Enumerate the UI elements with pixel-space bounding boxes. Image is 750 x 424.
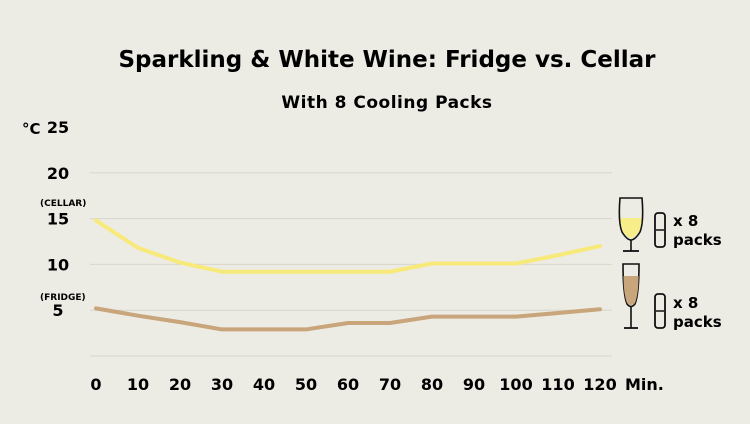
fridge-series-line xyxy=(94,306,602,332)
x-tick-label: 30 xyxy=(211,375,233,394)
cellar-packs-label: packs xyxy=(673,231,722,249)
series-lines xyxy=(94,218,602,332)
y-tick-label: 10 xyxy=(47,255,69,274)
cooling-pack-icon xyxy=(654,212,666,248)
y-axis-unit: °C xyxy=(22,120,41,138)
x-tick-label: 20 xyxy=(169,375,191,394)
y-tick-label: 20 xyxy=(47,164,69,183)
x-tick-label: 40 xyxy=(253,375,275,394)
x-axis-ticks: 0 10 20 30 40 50 60 70 80 90 100 110 120 xyxy=(90,375,616,394)
sparkling-wine-flute-icon xyxy=(622,263,640,329)
x-tick-label: 70 xyxy=(379,375,401,394)
y-tick-label: 5 xyxy=(52,301,63,320)
cellar-packs-count: x 8 xyxy=(673,212,698,230)
cooling-pack-icon xyxy=(654,293,666,329)
x-tick-label: 0 xyxy=(90,375,101,394)
y-axis-ticks: 5 10 15 20 25 xyxy=(47,118,69,320)
white-wine-glass-icon xyxy=(618,197,644,252)
x-tick-label: 120 xyxy=(583,375,616,394)
x-tick-label: 60 xyxy=(337,375,359,394)
x-tick-label: 80 xyxy=(421,375,443,394)
x-tick-label: 100 xyxy=(499,375,532,394)
fridge-packs-count: x 8 xyxy=(673,294,698,312)
cellar-series-line xyxy=(94,218,602,274)
fridge-packs-label: packs xyxy=(673,313,722,331)
x-axis-unit: Min. xyxy=(625,375,664,394)
fridge-annotation: (FRIDGE) xyxy=(40,293,86,303)
chart-title: Sparkling & White Wine: Fridge vs. Cella… xyxy=(118,47,656,73)
y-tick-label: 15 xyxy=(47,210,69,229)
x-tick-label: 110 xyxy=(541,375,574,394)
chart-subtitle: With 8 Cooling Packs xyxy=(281,93,492,113)
x-tick-label: 50 xyxy=(295,375,317,394)
x-tick-label: 90 xyxy=(463,375,485,394)
x-tick-label: 10 xyxy=(127,375,149,394)
gridlines xyxy=(90,172,612,357)
cellar-annotation: (CELLAR) xyxy=(40,199,86,209)
y-tick-label: 25 xyxy=(47,118,69,137)
